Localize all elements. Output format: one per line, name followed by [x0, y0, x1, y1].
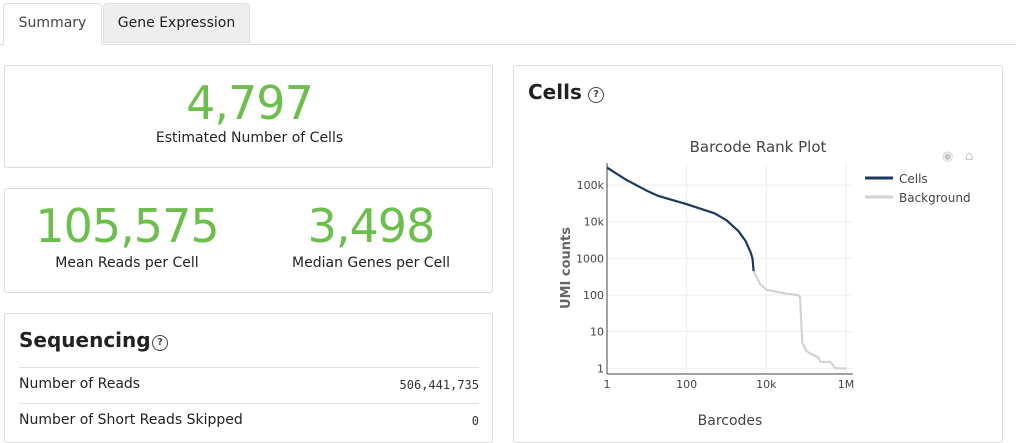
cells-card: Cells ? [513, 65, 1003, 443]
home-icon[interactable]: ⌂ [965, 149, 974, 164]
table-row: Number of Reads 506,441,735 [19, 367, 479, 403]
tab-gene-expression[interactable]: Gene Expression [103, 3, 250, 43]
number-of-reads-label: Number of Reads [19, 376, 141, 392]
reads-genes-card: 105,575 Mean Reads per Cell 3,498 Median… [4, 188, 493, 293]
sequencing-help-icon[interactable]: ? [152, 335, 168, 351]
sequencing-title: Sequencing [19, 328, 151, 352]
sequencing-card: Sequencing ? Number of Reads 506,441,735… [4, 313, 493, 443]
cells-estimate-card: 4,797 Estimated Number of Cells [4, 65, 493, 168]
tab-summary[interactable]: Summary [3, 3, 102, 45]
tab-bar: Summary Gene Expression [0, 0, 1016, 45]
estimated-cells-label: Estimated Number of Cells [155, 130, 344, 146]
number-of-reads-value: 506,441,735 [399, 378, 479, 392]
median-genes-value: 3,498 [307, 199, 436, 253]
cells-help-icon[interactable]: ? [588, 87, 604, 103]
short-reads-skipped-label: Number of Short Reads Skipped [19, 412, 243, 428]
mean-reads-value: 105,575 [35, 199, 219, 253]
cells-title: Cells [528, 80, 582, 104]
mean-reads-label: Mean Reads per Cell [55, 255, 199, 271]
table-row: Number of Short Reads Skipped 0 [19, 403, 479, 439]
estimated-cells-value: 4,797 [186, 76, 314, 130]
short-reads-skipped-value: 0 [471, 414, 479, 428]
camera-icon[interactable]: ◉ [942, 149, 954, 164]
median-genes-label: Median Genes per Cell [292, 255, 450, 271]
